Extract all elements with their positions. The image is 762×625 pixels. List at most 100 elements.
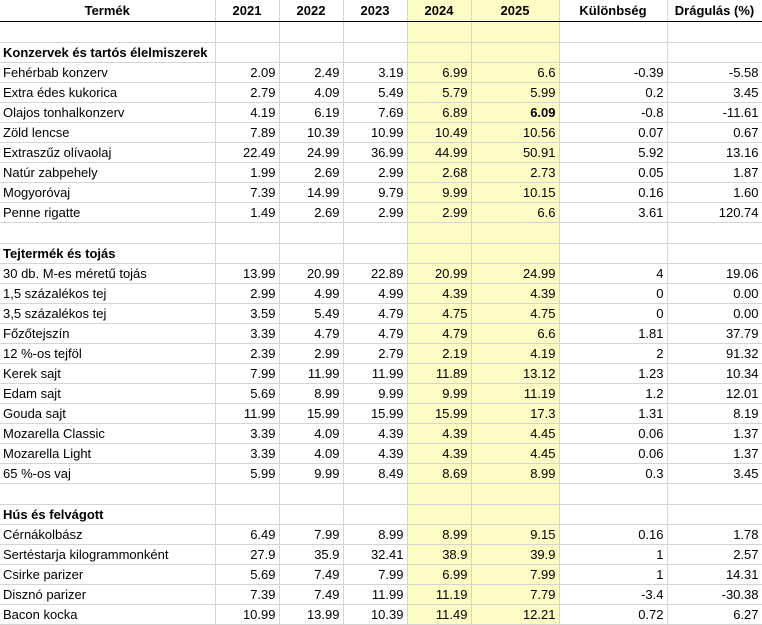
value-cell: 6.6 (471, 62, 560, 83)
value-cell: 3.45 (667, 82, 762, 103)
value-cell: 4.79 (407, 323, 472, 344)
spacer-row (0, 483, 762, 505)
product-name-cell: Gouda sajt (0, 403, 216, 424)
value-cell: 1.99 (215, 162, 280, 183)
value-cell: 32.41 (343, 544, 408, 565)
table-row: Natúr zabpehely 1.99 2.69 2.99 2.68 2.73 0.05 1… (0, 162, 762, 183)
value-cell: 37.79 (667, 323, 762, 344)
value-cell: 7.99 (471, 564, 560, 585)
value-cell: 11.89 (407, 363, 472, 384)
column-header: Drágulás (%) (667, 0, 762, 22)
value-cell: 11.99 (279, 363, 344, 384)
value-cell: 2.99 (407, 202, 472, 223)
value-cell: 1.49 (215, 202, 280, 223)
table-row: Mozarella Classic 3.39 4.09 4.39 4.39 4.45 0.0… (0, 423, 762, 444)
value-cell: 2.49 (279, 62, 344, 83)
value-cell: 2.73 (471, 162, 560, 183)
value-cell: 6.6 (471, 323, 560, 344)
empty-cell (667, 222, 762, 244)
product-name-cell: Natúr zabpehely (0, 162, 216, 183)
table-row: Fehérbab konzerv 2.09 2.49 3.19 6.99 6.6 -0.39… (0, 62, 762, 83)
table-row: Extraszűz olívaolaj 22.49 24.99 36.99 44.99 5… (0, 142, 762, 163)
value-cell: 12.21 (471, 604, 560, 625)
empty-cell (215, 483, 280, 505)
product-name-cell: Kerek sajt (0, 363, 216, 384)
value-cell: 6.19 (279, 102, 344, 123)
value-cell: 4 (559, 263, 668, 284)
empty-cell (471, 504, 560, 525)
column-header: 2025 (471, 0, 560, 22)
column-header: 2023 (343, 0, 408, 22)
category-title: Hús és felvágott (0, 504, 216, 525)
header-row: Termék 2021 2022 2023 2024 2025 Különbség Drágu… (0, 0, 762, 22)
product-name-cell: 1,5 százalékos tej (0, 283, 216, 304)
empty-cell (0, 21, 216, 43)
table-row: Gouda sajt 11.99 15.99 15.99 15.99 17.3 1.31 8.… (0, 403, 762, 424)
empty-cell (471, 42, 560, 63)
empty-cell (471, 21, 560, 43)
empty-cell (407, 504, 472, 525)
column-header: 2022 (279, 0, 344, 22)
table-row: 65 %-os vaj 5.99 9.99 8.49 8.69 8.99 0.3 3.45 (0, 463, 762, 484)
value-cell: 14.99 (279, 182, 344, 203)
value-cell: 6.89 (407, 102, 472, 123)
value-cell: 50.91 (471, 142, 560, 163)
value-cell: 7.99 (215, 363, 280, 384)
empty-cell (343, 21, 408, 43)
empty-cell (471, 483, 560, 505)
value-cell: 6.49 (215, 524, 280, 545)
value-cell: 91.32 (667, 343, 762, 364)
value-cell: 2.79 (343, 343, 408, 364)
product-name-cell: Olajos tonhalkonzerv (0, 102, 216, 123)
value-cell: 5.49 (279, 303, 344, 324)
empty-cell (343, 504, 408, 525)
value-cell: -3.4 (559, 584, 668, 605)
empty-cell (279, 21, 344, 43)
value-cell: 4.79 (279, 323, 344, 344)
value-cell: 1.31 (559, 403, 668, 424)
empty-cell (215, 243, 280, 264)
value-cell: -5.58 (667, 62, 762, 83)
value-cell: 1.81 (559, 323, 668, 344)
value-cell: 12.01 (667, 383, 762, 404)
value-cell: 9.99 (343, 383, 408, 404)
value-cell: 1.2 (559, 383, 668, 404)
value-cell: 11.99 (343, 584, 408, 605)
value-cell: 3.39 (215, 323, 280, 344)
product-name-cell: 12 %-os tejföl (0, 343, 216, 364)
empty-cell (559, 483, 668, 505)
value-cell: 10.99 (215, 604, 280, 625)
value-cell: 9.99 (407, 383, 472, 404)
value-cell: 2.99 (343, 162, 408, 183)
value-cell: 120.74 (667, 202, 762, 223)
value-cell: 8.99 (279, 383, 344, 404)
value-cell: 3.61 (559, 202, 668, 223)
value-cell: 10.34 (667, 363, 762, 384)
product-name-cell: 30 db. M-es méretű tojás (0, 263, 216, 284)
table-row: Sertéstarja kilogrammonként 27.9 35.9 32.41… (0, 544, 762, 565)
value-cell: 0 (559, 303, 668, 324)
value-cell: 4.99 (279, 283, 344, 304)
value-cell: 7.99 (279, 524, 344, 545)
value-cell: 0.06 (559, 423, 668, 444)
value-cell: 10.39 (343, 604, 408, 625)
value-cell: 4.45 (471, 423, 560, 444)
category-title: Tejtermék és tojás (0, 243, 216, 264)
value-cell: 3.39 (215, 423, 280, 444)
column-header: Termék (0, 0, 216, 22)
value-cell: 7.79 (471, 584, 560, 605)
table-row: 1,5 százalékos tej 2.99 4.99 4.99 4.39 4.39 0 0… (0, 283, 762, 304)
value-cell: 13.99 (215, 263, 280, 284)
value-cell: 38.9 (407, 544, 472, 565)
product-name-cell: Fehérbab konzerv (0, 62, 216, 83)
value-cell: 4.39 (343, 443, 408, 464)
table-row: Mogyoróvaj 7.39 14.99 9.79 9.99 10.15 0.16 1.60 (0, 182, 762, 203)
value-cell: 39.9 (471, 544, 560, 565)
value-cell: -30.38 (667, 584, 762, 605)
empty-cell (279, 42, 344, 63)
value-cell: 15.99 (279, 403, 344, 424)
table-row: 3,5 százalékos tej 3.59 5.49 4.79 4.75 4.75 0 0… (0, 303, 762, 324)
empty-cell (407, 21, 472, 43)
table-row: Kerek sajt 7.99 11.99 11.99 11.89 13.12 1.23 10… (0, 363, 762, 384)
value-cell: 0 (559, 283, 668, 304)
